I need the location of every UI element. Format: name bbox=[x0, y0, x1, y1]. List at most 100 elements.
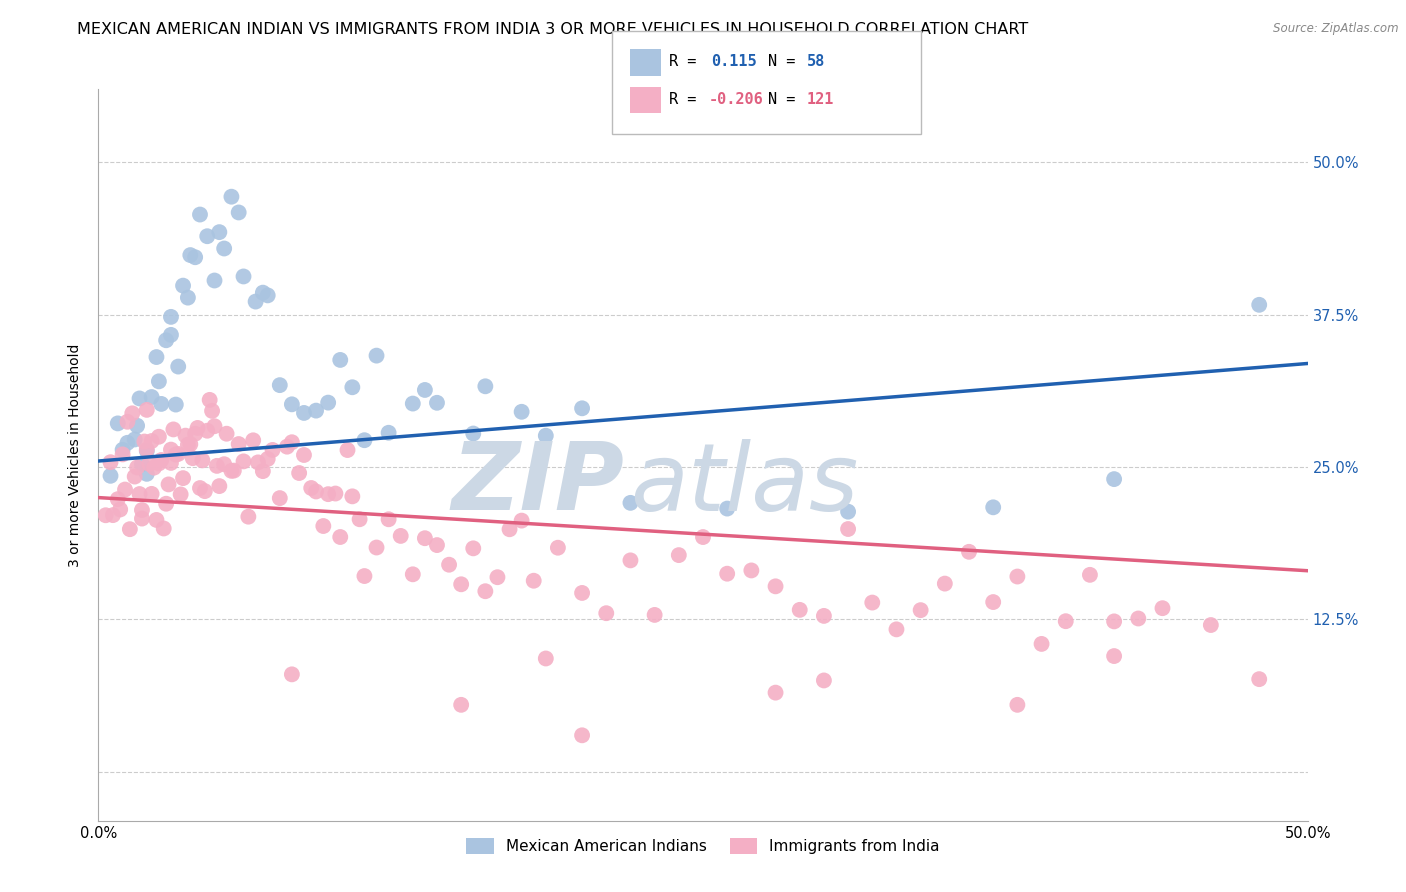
Point bbox=[426, 538, 449, 552]
Point bbox=[595, 606, 617, 620]
Point bbox=[316, 487, 339, 501]
Point bbox=[312, 519, 335, 533]
Point bbox=[692, 530, 714, 544]
Point bbox=[165, 448, 187, 462]
Point bbox=[353, 434, 375, 448]
Point bbox=[155, 333, 177, 347]
Point bbox=[187, 421, 209, 435]
Point bbox=[162, 422, 184, 436]
Point bbox=[195, 229, 218, 244]
Point bbox=[342, 489, 364, 503]
Point bbox=[325, 486, 347, 500]
Point bbox=[100, 468, 122, 483]
Point bbox=[329, 530, 352, 544]
Point bbox=[716, 566, 738, 581]
Point bbox=[107, 417, 129, 431]
Point bbox=[135, 442, 157, 457]
Point bbox=[1102, 649, 1125, 664]
Point bbox=[232, 269, 254, 284]
Point bbox=[1054, 614, 1077, 628]
Point bbox=[389, 529, 412, 543]
Point bbox=[1128, 611, 1150, 625]
Point bbox=[547, 541, 569, 555]
Point bbox=[141, 434, 163, 448]
Point bbox=[1031, 637, 1053, 651]
Point bbox=[238, 509, 260, 524]
Point bbox=[215, 426, 238, 441]
Point bbox=[252, 285, 274, 300]
Text: atlas: atlas bbox=[630, 439, 859, 530]
Point bbox=[198, 392, 221, 407]
Point bbox=[1199, 618, 1222, 632]
Point bbox=[789, 603, 811, 617]
Point bbox=[247, 455, 270, 469]
Point bbox=[222, 464, 245, 478]
Point bbox=[179, 437, 201, 451]
Point bbox=[212, 242, 235, 256]
Text: 0.115: 0.115 bbox=[711, 54, 756, 69]
Point bbox=[121, 406, 143, 420]
Point bbox=[131, 511, 153, 525]
Point bbox=[837, 505, 859, 519]
Point bbox=[100, 455, 122, 469]
Point bbox=[269, 378, 291, 392]
Point bbox=[208, 225, 231, 239]
Point bbox=[177, 438, 200, 452]
Point bbox=[910, 603, 932, 617]
Point bbox=[463, 426, 485, 441]
Point bbox=[204, 419, 226, 434]
Point bbox=[886, 623, 908, 637]
Point bbox=[127, 460, 149, 475]
Point bbox=[1102, 615, 1125, 629]
Text: N =: N = bbox=[768, 92, 804, 106]
Point bbox=[342, 380, 364, 394]
Point bbox=[256, 288, 278, 302]
Point bbox=[160, 456, 183, 470]
Point bbox=[305, 403, 328, 417]
Point bbox=[111, 442, 134, 457]
Point bbox=[145, 513, 167, 527]
Point bbox=[228, 437, 250, 451]
Point bbox=[981, 595, 1004, 609]
Point bbox=[510, 405, 533, 419]
Point bbox=[160, 327, 183, 342]
Point bbox=[134, 434, 156, 449]
Point bbox=[188, 208, 211, 222]
Point bbox=[402, 396, 425, 410]
Point bbox=[349, 512, 371, 526]
Point bbox=[366, 541, 388, 555]
Point bbox=[281, 667, 304, 681]
Point bbox=[571, 401, 593, 416]
Point bbox=[131, 457, 153, 471]
Point bbox=[534, 651, 557, 665]
Point bbox=[160, 442, 183, 457]
Point bbox=[860, 596, 883, 610]
Point bbox=[160, 310, 183, 324]
Point bbox=[150, 397, 173, 411]
Point bbox=[117, 415, 139, 429]
Point bbox=[450, 577, 472, 591]
Point bbox=[184, 250, 207, 264]
Point bbox=[118, 522, 141, 536]
Point bbox=[299, 481, 322, 495]
Text: N =: N = bbox=[768, 54, 804, 69]
Point bbox=[167, 359, 190, 374]
Point bbox=[172, 278, 194, 293]
Point bbox=[150, 453, 173, 467]
Point bbox=[336, 443, 359, 458]
Point bbox=[174, 428, 197, 442]
Point bbox=[232, 454, 254, 468]
Point bbox=[1007, 698, 1029, 712]
Point bbox=[194, 484, 217, 499]
Point bbox=[1249, 672, 1271, 686]
Text: Source: ZipAtlas.com: Source: ZipAtlas.com bbox=[1274, 22, 1399, 36]
Point bbox=[228, 205, 250, 219]
Point bbox=[329, 353, 352, 368]
Point bbox=[167, 447, 190, 461]
Point bbox=[366, 349, 388, 363]
Point bbox=[644, 607, 666, 622]
Point bbox=[402, 567, 425, 582]
Point bbox=[1102, 472, 1125, 486]
Point bbox=[571, 586, 593, 600]
Point bbox=[281, 397, 304, 411]
